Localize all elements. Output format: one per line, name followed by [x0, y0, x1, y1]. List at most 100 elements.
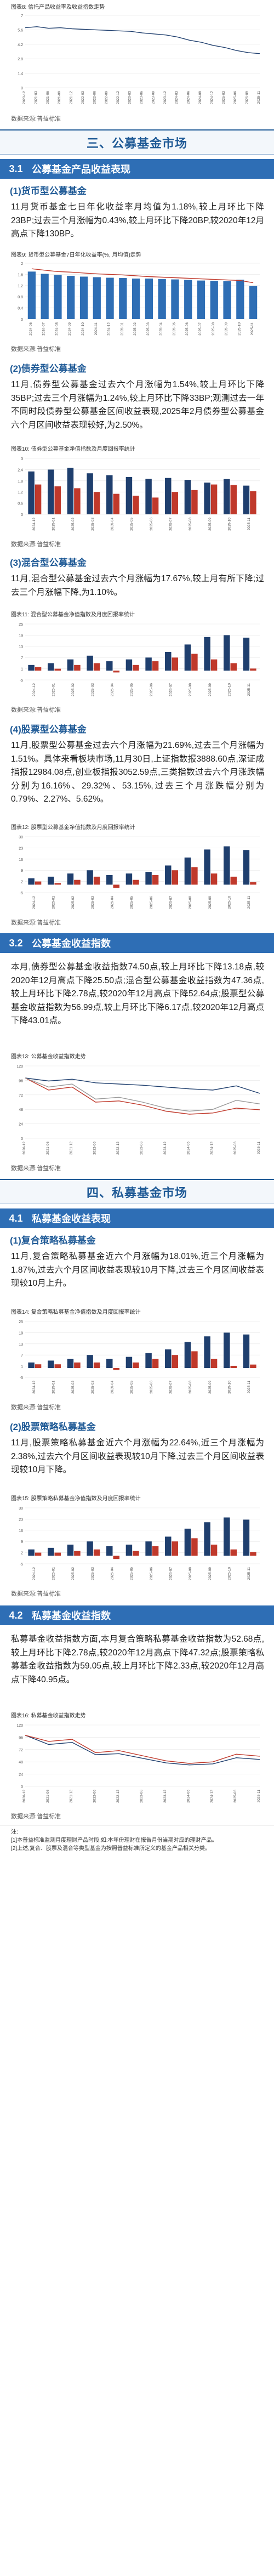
x-tick-label: 2025-09: [208, 683, 212, 696]
bar: [250, 668, 256, 671]
bar: [35, 1364, 42, 1368]
bar: [223, 281, 231, 319]
bar: [230, 1549, 237, 1556]
x-tick-label: 2025-05: [130, 1381, 134, 1394]
chart-f10: 0 0.6 1.2 1.8 2.4 3 2024-12 2025-01 2025-02 2025-…: [9, 453, 265, 535]
x-tick-label: 2025-05: [130, 683, 134, 696]
bar: [210, 1359, 218, 1368]
x-tick-label: 2025-01: [52, 1567, 56, 1580]
chart-f12: -5 2 9 16 23 30 2024-12 2025-01 2025-02 2025-03 20…: [9, 831, 265, 913]
y-tick-label: 1.6: [18, 273, 23, 277]
x-tick-label: 2025-04: [111, 683, 115, 696]
bar: [106, 277, 114, 319]
x-tick-label: 2025-05: [130, 896, 134, 909]
paragraph-stock-fund: 11月,股票型公募基金过去六个月涨幅为21.69%,过去三个月涨幅为1.51%。…: [11, 741, 264, 804]
x-tick-label: 2025-01: [52, 518, 56, 531]
subsection-title: 私募基金收益表现: [32, 1213, 111, 1224]
figure-title: 图表10: 债券型公募基金净值指数及月度回报率统计: [11, 446, 135, 452]
y-tick-label: 120: [16, 1065, 23, 1069]
x-tick-label: 2024-12: [32, 1567, 36, 1580]
bar: [165, 1349, 172, 1368]
section-banner-private-funds: 四、私募基金市场: [0, 1179, 274, 1204]
bar: [191, 1538, 198, 1556]
x-tick-label: 2025-09: [208, 1381, 212, 1394]
bar: [35, 667, 42, 671]
bar: [224, 1332, 230, 1368]
x-tick-label: 2025-02: [71, 896, 75, 909]
x-tick-label: 2024-11: [94, 322, 98, 336]
x-tick-label: 2025-03: [146, 322, 150, 336]
x-tick-label: 2025-06: [150, 518, 153, 531]
bar: [48, 469, 54, 514]
x-tick-label: 2024-07: [42, 322, 46, 336]
bar: [250, 1364, 256, 1368]
y-tick-label: 16: [19, 858, 23, 862]
figure-title: 图表14: 复合策略私募基金净值指数及月度回报率统计: [11, 1309, 141, 1315]
bar: [35, 484, 42, 514]
x-tick-label: 2023-12: [163, 91, 167, 104]
subsection-title: 私募基金收益指数: [32, 1610, 111, 1621]
x-tick-label: 2025-11: [257, 1790, 261, 1803]
bar: [249, 286, 258, 319]
x-tick-label: 2025-09: [208, 518, 212, 531]
y-tick-label: 0: [21, 1137, 23, 1141]
bar: [67, 1545, 74, 1556]
x-tick-label: 2024-06: [187, 91, 191, 104]
x-tick-label: 2024-12: [210, 91, 214, 104]
bar: [224, 635, 230, 671]
bar: [67, 873, 74, 885]
x-tick-label: 2023-09: [151, 91, 155, 104]
x-tick-label: 2025-06: [150, 683, 153, 696]
bar: [113, 1556, 119, 1559]
figure-title: 图表9: 货币型公募基金7日年化收益率(%, 月均值)走势: [11, 252, 141, 258]
y-tick-label: 72: [19, 1094, 23, 1098]
bar: [106, 661, 113, 671]
x-tick-label: 2025-05: [172, 322, 176, 336]
x-tick-label: 2024-12: [32, 896, 36, 909]
bar: [191, 654, 198, 671]
x-tick-label: 2025-03: [222, 91, 226, 104]
chart-f16: 0 24 48 72 96 120 2020-12 2021-06 2021-12 2022-06…: [9, 1720, 265, 1807]
bar: [145, 479, 152, 514]
bar: [93, 277, 101, 319]
x-tick-label: 2024-12: [210, 1142, 214, 1155]
x-tick-label: 2025-01: [120, 322, 124, 336]
section-title: 三、公募基金市场: [86, 136, 187, 150]
x-tick-label: 2025-09: [208, 896, 212, 909]
bar: [204, 483, 210, 514]
bar: [28, 665, 35, 671]
bar: [28, 878, 35, 885]
source-note: 数据来源:普益标准: [11, 1813, 61, 1820]
x-tick-label: 2025-04: [111, 1567, 115, 1580]
bar: [152, 1359, 159, 1368]
x-tick-label: 2025-08: [189, 1567, 192, 1580]
paragraph-money-fund: 11月货币基金七日年化收益率月均值为1.18%,较上月环比下降23BP;过去三个…: [11, 202, 264, 239]
bar: [67, 468, 74, 514]
y-tick-label: 1.4: [18, 72, 23, 76]
bar: [133, 496, 139, 514]
bar: [243, 637, 250, 671]
bar: [236, 280, 244, 319]
bar: [125, 1545, 133, 1556]
y-tick-label: 19: [19, 634, 23, 638]
bar: [184, 1528, 191, 1556]
y-tick-label: 25: [19, 1320, 23, 1324]
bar: [125, 1357, 133, 1368]
bar: [106, 875, 113, 885]
y-tick-label: 9: [21, 1540, 23, 1544]
y-tick-label: 24: [19, 1123, 23, 1127]
bar: [87, 473, 93, 514]
x-tick-label: 2024-12: [32, 683, 36, 696]
y-tick-label: 1: [21, 668, 23, 672]
x-tick-label: 2025-02: [133, 322, 137, 336]
bar: [184, 280, 192, 319]
subsection-header: 4.2 私募基金收益指数: [0, 1605, 274, 1625]
bar: [133, 1551, 139, 1556]
bar: [106, 475, 113, 514]
x-tick-label: 2025-06: [150, 896, 153, 909]
y-tick-label: 120: [16, 1724, 23, 1728]
x-tick-label: 2025-04: [159, 322, 163, 336]
x-tick-label: 2025-06: [233, 91, 237, 104]
x-tick-label: 2025-11: [247, 1381, 251, 1394]
x-tick-label: 2025-07: [169, 896, 173, 909]
